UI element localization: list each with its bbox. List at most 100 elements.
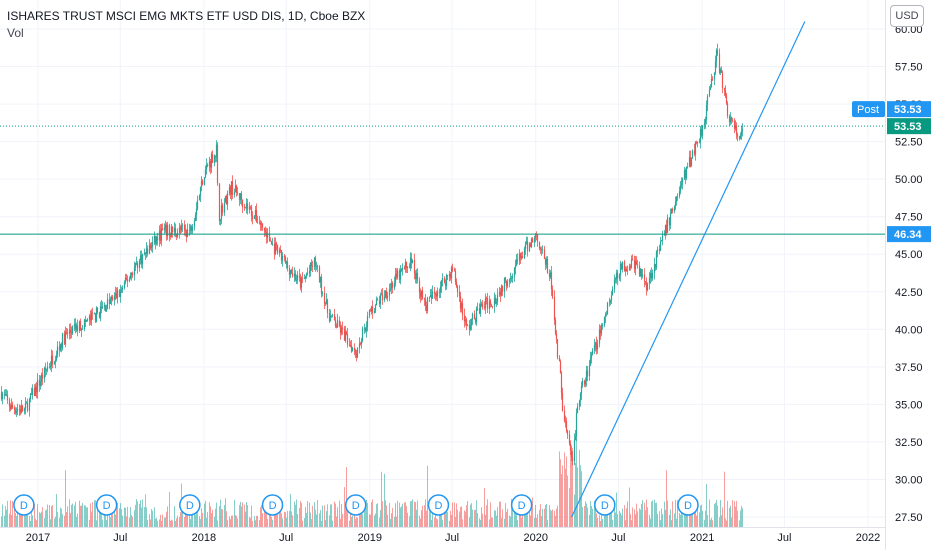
symbol-title[interactable]: ISHARES TRUST MSCI EMG MKTS ETF USD DIS,… <box>7 9 366 23</box>
candle-body <box>70 332 73 334</box>
volume-bar <box>720 499 721 527</box>
volume-bar <box>396 516 397 527</box>
volume-bar <box>387 514 388 527</box>
volume-bar <box>155 518 156 527</box>
volume-label[interactable]: Vol <box>7 26 24 40</box>
volume-bar <box>137 501 138 527</box>
volume-bar <box>711 517 712 527</box>
candle-body <box>164 224 167 228</box>
dividend-marker[interactable]: D <box>261 494 284 516</box>
volume-bar <box>462 519 463 527</box>
candle-body <box>616 272 619 279</box>
dividend-marker[interactable]: D <box>594 494 616 516</box>
volume-bar <box>494 510 495 527</box>
time-axis[interactable]: 2017 Jul 2018 Jul 2019 Jul 2020 Jul 2021 Jul 2022 <box>0 527 885 550</box>
volume-bar <box>612 519 613 527</box>
candle-body <box>250 207 253 216</box>
volume-bar <box>424 505 425 527</box>
volume-bar <box>6 509 7 527</box>
candle-body <box>321 293 324 294</box>
volume-bar <box>235 515 236 527</box>
candle-body <box>459 296 462 309</box>
volume-bar <box>664 501 665 527</box>
volume-bar <box>429 502 430 527</box>
volume-bar <box>26 515 27 527</box>
candle-body <box>686 166 689 168</box>
dividend-marker[interactable]: D <box>13 494 35 516</box>
volume-bar <box>144 507 145 527</box>
volume-bar <box>142 499 143 527</box>
dividend-marker[interactable]: D <box>179 494 201 516</box>
candle-body <box>53 361 56 365</box>
volume-bar <box>225 498 226 527</box>
candle-body <box>335 326 338 328</box>
volume-bar <box>647 507 648 527</box>
candle-body <box>334 319 337 327</box>
candle-body <box>68 329 71 334</box>
candle-body <box>721 72 724 88</box>
volume-bar <box>514 507 515 527</box>
volume-bar <box>659 511 660 527</box>
candle-body <box>283 255 286 258</box>
price-axis[interactable]: 60.0057.5055.0052.5050.0047.5045.0042.50… <box>852 0 932 550</box>
time-tick-label: Jul <box>445 532 459 544</box>
candle-body <box>506 281 509 287</box>
candle-body <box>261 223 264 228</box>
candle-body <box>190 226 193 231</box>
candle-body <box>454 271 457 282</box>
drawings[interactable] <box>0 21 885 518</box>
candle-body <box>495 302 498 304</box>
volume-bar <box>509 515 510 527</box>
volume-bar <box>549 505 550 527</box>
volume-bar <box>459 511 460 527</box>
dividend-marker[interactable]: D <box>677 494 699 516</box>
candle-body <box>574 436 577 441</box>
candle-body <box>109 299 112 304</box>
candle-body <box>135 263 138 264</box>
candle-body <box>401 267 404 271</box>
candle-body <box>268 232 271 241</box>
candle-body <box>471 313 474 320</box>
volume-bar <box>116 502 117 527</box>
candle-body <box>223 202 226 213</box>
volume-bar <box>292 515 293 527</box>
volume-bar <box>381 471 382 527</box>
currency-button[interactable]: USD <box>890 5 924 27</box>
dividend-marker[interactable]: D <box>95 494 118 516</box>
candle-body <box>360 340 363 345</box>
volume-bar <box>739 520 740 527</box>
volume-bar <box>395 503 396 527</box>
volume-bar <box>212 509 213 527</box>
dividend-marker[interactable]: D <box>427 494 450 516</box>
dividend-marker[interactable]: D <box>344 494 367 516</box>
volume-bar <box>535 504 536 527</box>
candle-body <box>561 392 564 411</box>
volume-bar <box>299 507 300 527</box>
candle-body <box>720 69 723 73</box>
candle-body <box>704 119 707 124</box>
volume-bar <box>666 470 667 527</box>
candle-body <box>84 319 87 322</box>
dividend-marker[interactable]: D <box>510 494 533 516</box>
volume-bar <box>245 511 246 527</box>
candle-body <box>220 205 223 220</box>
volume-bar <box>341 504 342 527</box>
volume-bar <box>371 502 372 527</box>
volume-bar <box>577 467 578 527</box>
candle-body <box>520 256 523 259</box>
candle-body <box>371 306 374 313</box>
candle-body <box>485 298 488 300</box>
candle-body <box>204 169 207 178</box>
candle-body <box>508 279 511 282</box>
volume-bar <box>692 502 693 527</box>
candle-body <box>710 78 713 88</box>
volume-bar <box>121 509 122 527</box>
volume-bar <box>591 505 592 527</box>
candle-body <box>418 280 421 293</box>
candle-body <box>160 228 163 241</box>
volume-bar <box>662 514 663 527</box>
candle-body <box>576 406 579 413</box>
candle-body <box>431 291 434 299</box>
